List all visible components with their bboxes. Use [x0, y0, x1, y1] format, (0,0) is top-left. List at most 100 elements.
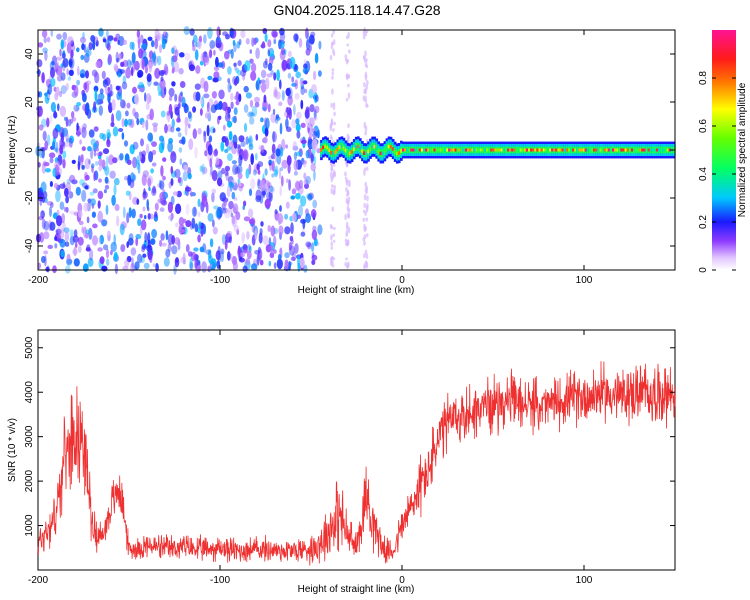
spectral-blob [76, 79, 80, 86]
carrier-cell [584, 148, 588, 152]
spectral-blob [272, 108, 276, 115]
spectral-blob [117, 39, 120, 45]
spectral-blob [119, 223, 125, 236]
carrier-cell [410, 148, 414, 152]
spectral-blob [267, 39, 272, 48]
spectral-streak [332, 257, 336, 261]
spectral-streak [366, 104, 369, 108]
spectral-blob [199, 98, 204, 105]
spectral-blob [310, 31, 316, 38]
carrier-cell [534, 148, 537, 152]
spectral-blob [65, 206, 69, 213]
spectral-blob [93, 101, 97, 113]
spectral-blob [189, 257, 193, 269]
spectral-blob [152, 263, 156, 268]
spectral-blob [82, 263, 89, 272]
spectral-blob [69, 174, 76, 183]
spectral-streak [331, 184, 334, 188]
spectral-streak [332, 233, 336, 237]
spectral-blob [139, 213, 143, 219]
spectral-blob [289, 235, 294, 242]
carrier-cell [525, 148, 529, 152]
spectral-blob [237, 60, 242, 67]
spectral-blob [295, 151, 302, 157]
spectral-blob [113, 251, 118, 262]
spectral-blob [314, 105, 320, 114]
spectral-blob [205, 249, 212, 255]
spectral-blob [305, 149, 310, 159]
spectral-blob [249, 116, 255, 125]
spectral-blob [307, 123, 311, 128]
spectral-blob [290, 256, 296, 261]
spectral-streak [330, 187, 334, 195]
spectral-blob [285, 201, 290, 209]
spectral-blob [242, 205, 245, 210]
spectral-blob [206, 124, 210, 137]
spectral-streak [365, 58, 368, 63]
spectral-blob [82, 31, 85, 39]
spectral-streak [348, 179, 351, 185]
spectral-streak [363, 264, 367, 269]
carrier-cell [324, 144, 327, 149]
carrier-cell [614, 148, 617, 152]
spectral-blob [108, 154, 115, 165]
spectral-blob [226, 146, 232, 151]
carrier-cell [488, 148, 491, 152]
spectral-blob [270, 69, 274, 75]
spectral-blob [39, 198, 43, 207]
spectral-blob [50, 67, 55, 79]
spectral-blob [190, 190, 193, 197]
spectral-blob [271, 131, 277, 143]
spectral-blob [147, 177, 152, 188]
carrier-cell [340, 144, 344, 149]
spectral-blob [170, 195, 175, 206]
spectral-blob [243, 122, 248, 133]
spectral-blob [203, 131, 207, 143]
carrier-cell [551, 148, 554, 152]
spectral-blob [273, 235, 277, 247]
spectral-blob [114, 203, 120, 212]
spectral-blob [53, 182, 59, 189]
carrier-cell [334, 150, 338, 155]
spectral-streak [331, 75, 334, 80]
spectral-blob [275, 114, 279, 119]
spectral-blob [265, 117, 270, 130]
spectral-blob [215, 56, 219, 68]
spectral-blob [103, 166, 107, 171]
spectral-streak [346, 212, 350, 219]
spectral-blob [42, 47, 48, 54]
spectral-blob [184, 116, 189, 127]
spectral-blob [211, 192, 215, 203]
spectral-blob [109, 90, 114, 97]
spectral-blob [215, 157, 220, 166]
spectral-blob [135, 233, 142, 240]
spectral-blob [167, 215, 173, 220]
carrier-cell [352, 147, 356, 151]
spectral-blob [55, 228, 62, 235]
spectral-blob [178, 216, 185, 227]
carrier-cell [348, 151, 352, 156]
spectral-blob [106, 30, 109, 38]
spectral-blob [198, 35, 202, 43]
spectral-blob [181, 96, 186, 108]
spectral-blob [226, 120, 233, 128]
spectral-blob [170, 56, 175, 68]
spectrogram-y-axis: -40 -20 0 20 40 [24, 48, 675, 253]
spectral-blob [98, 236, 102, 245]
spectral-blob [136, 118, 140, 126]
spectral-blob [312, 70, 317, 81]
carrier-cell [559, 148, 563, 152]
spectral-blob [203, 93, 210, 99]
spectral-blob [131, 257, 134, 269]
spectral-blob [251, 37, 255, 47]
spectral-blob [264, 33, 268, 43]
spectral-blob [254, 228, 258, 240]
spectral-blob [250, 217, 256, 227]
spectral-blob [49, 181, 54, 187]
spectral-blob [209, 238, 214, 248]
spectral-streak [363, 55, 366, 60]
spectral-blob [86, 216, 90, 224]
spectral-blob [229, 27, 234, 38]
spectral-blob [215, 209, 221, 219]
spectral-blob [259, 179, 266, 192]
